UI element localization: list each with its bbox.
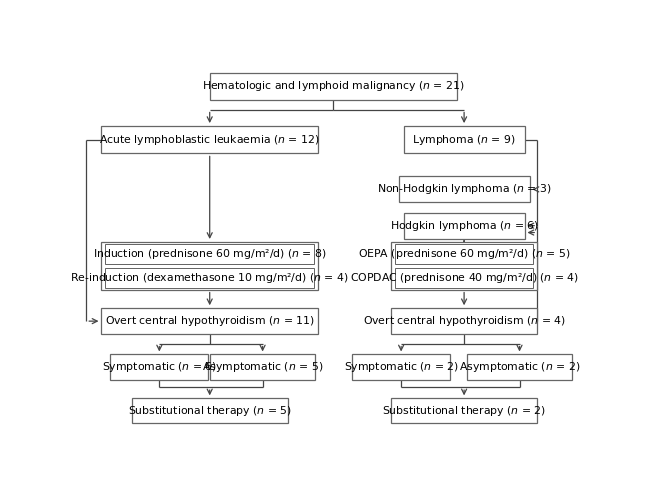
Text: Asymptomatic ($\mathit{n}$ = 5): Asymptomatic ($\mathit{n}$ = 5) — [202, 360, 323, 374]
Text: Hodgkin lymphoma ($\mathit{n}$ = 6): Hodgkin lymphoma ($\mathit{n}$ = 6) — [389, 219, 539, 233]
FancyBboxPatch shape — [404, 126, 525, 153]
Text: Overt central hypothyroidism ($\mathit{n}$ = 4): Overt central hypothyroidism ($\mathit{n… — [363, 314, 566, 328]
Text: Lymphoma ($\mathit{n}$ = 9): Lymphoma ($\mathit{n}$ = 9) — [412, 133, 516, 147]
FancyBboxPatch shape — [101, 242, 318, 290]
FancyBboxPatch shape — [105, 268, 314, 288]
FancyBboxPatch shape — [101, 126, 318, 153]
FancyBboxPatch shape — [391, 398, 537, 424]
Text: Non-Hodgkin lymphoma ($\mathit{n}$ = 3): Non-Hodgkin lymphoma ($\mathit{n}$ = 3) — [377, 183, 551, 196]
Text: Induction (prednisone 60 mg/m²/d) ($\mathit{n}$ = 8): Induction (prednisone 60 mg/m²/d) ($\mat… — [93, 247, 326, 261]
Text: Asymptomatic ($\mathit{n}$ = 2): Asymptomatic ($\mathit{n}$ = 2) — [459, 360, 580, 374]
FancyBboxPatch shape — [101, 308, 318, 334]
FancyBboxPatch shape — [395, 268, 533, 288]
Text: Symptomatic ($\mathit{n}$ = 2): Symptomatic ($\mathit{n}$ = 2) — [344, 360, 459, 374]
FancyBboxPatch shape — [391, 242, 537, 290]
Text: Re-induction (dexamethasone 10 mg/m²/d) ($\mathit{n}$ = 4): Re-induction (dexamethasone 10 mg/m²/d) … — [70, 271, 349, 285]
FancyBboxPatch shape — [111, 354, 209, 379]
FancyBboxPatch shape — [210, 354, 315, 379]
Text: OEPA (prednisone 60 mg/m²/d) ($\mathit{n}$ = 5): OEPA (prednisone 60 mg/m²/d) ($\mathit{n… — [358, 247, 570, 261]
FancyBboxPatch shape — [404, 213, 525, 239]
Text: Substitutional therapy ($\mathit{n}$ = 2): Substitutional therapy ($\mathit{n}$ = 2… — [382, 404, 546, 418]
FancyBboxPatch shape — [467, 354, 573, 379]
Text: Overt central hypothyroidism ($\mathit{n}$ = 11): Overt central hypothyroidism ($\mathit{n… — [105, 314, 315, 328]
Text: Substitutional therapy ($\mathit{n}$ = 5): Substitutional therapy ($\mathit{n}$ = 5… — [128, 404, 292, 418]
FancyBboxPatch shape — [352, 354, 450, 379]
Text: Hematologic and lymphoid malignancy ($\mathit{n}$ = 21): Hematologic and lymphoid malignancy ($\m… — [202, 79, 465, 93]
FancyBboxPatch shape — [131, 398, 288, 424]
Text: COPDAC (prednisone 40 mg/m²/d) ($\mathit{n}$ = 4): COPDAC (prednisone 40 mg/m²/d) ($\mathit… — [350, 271, 578, 285]
Text: Symptomatic ($\mathit{n}$ = 6): Symptomatic ($\mathit{n}$ = 6) — [102, 360, 217, 374]
FancyBboxPatch shape — [105, 244, 314, 264]
FancyBboxPatch shape — [391, 308, 537, 334]
Text: Acute lymphoblastic leukaemia ($\mathit{n}$ = 12): Acute lymphoblastic leukaemia ($\mathit{… — [99, 133, 320, 147]
FancyBboxPatch shape — [210, 72, 456, 100]
FancyBboxPatch shape — [398, 177, 530, 202]
FancyBboxPatch shape — [395, 244, 533, 264]
